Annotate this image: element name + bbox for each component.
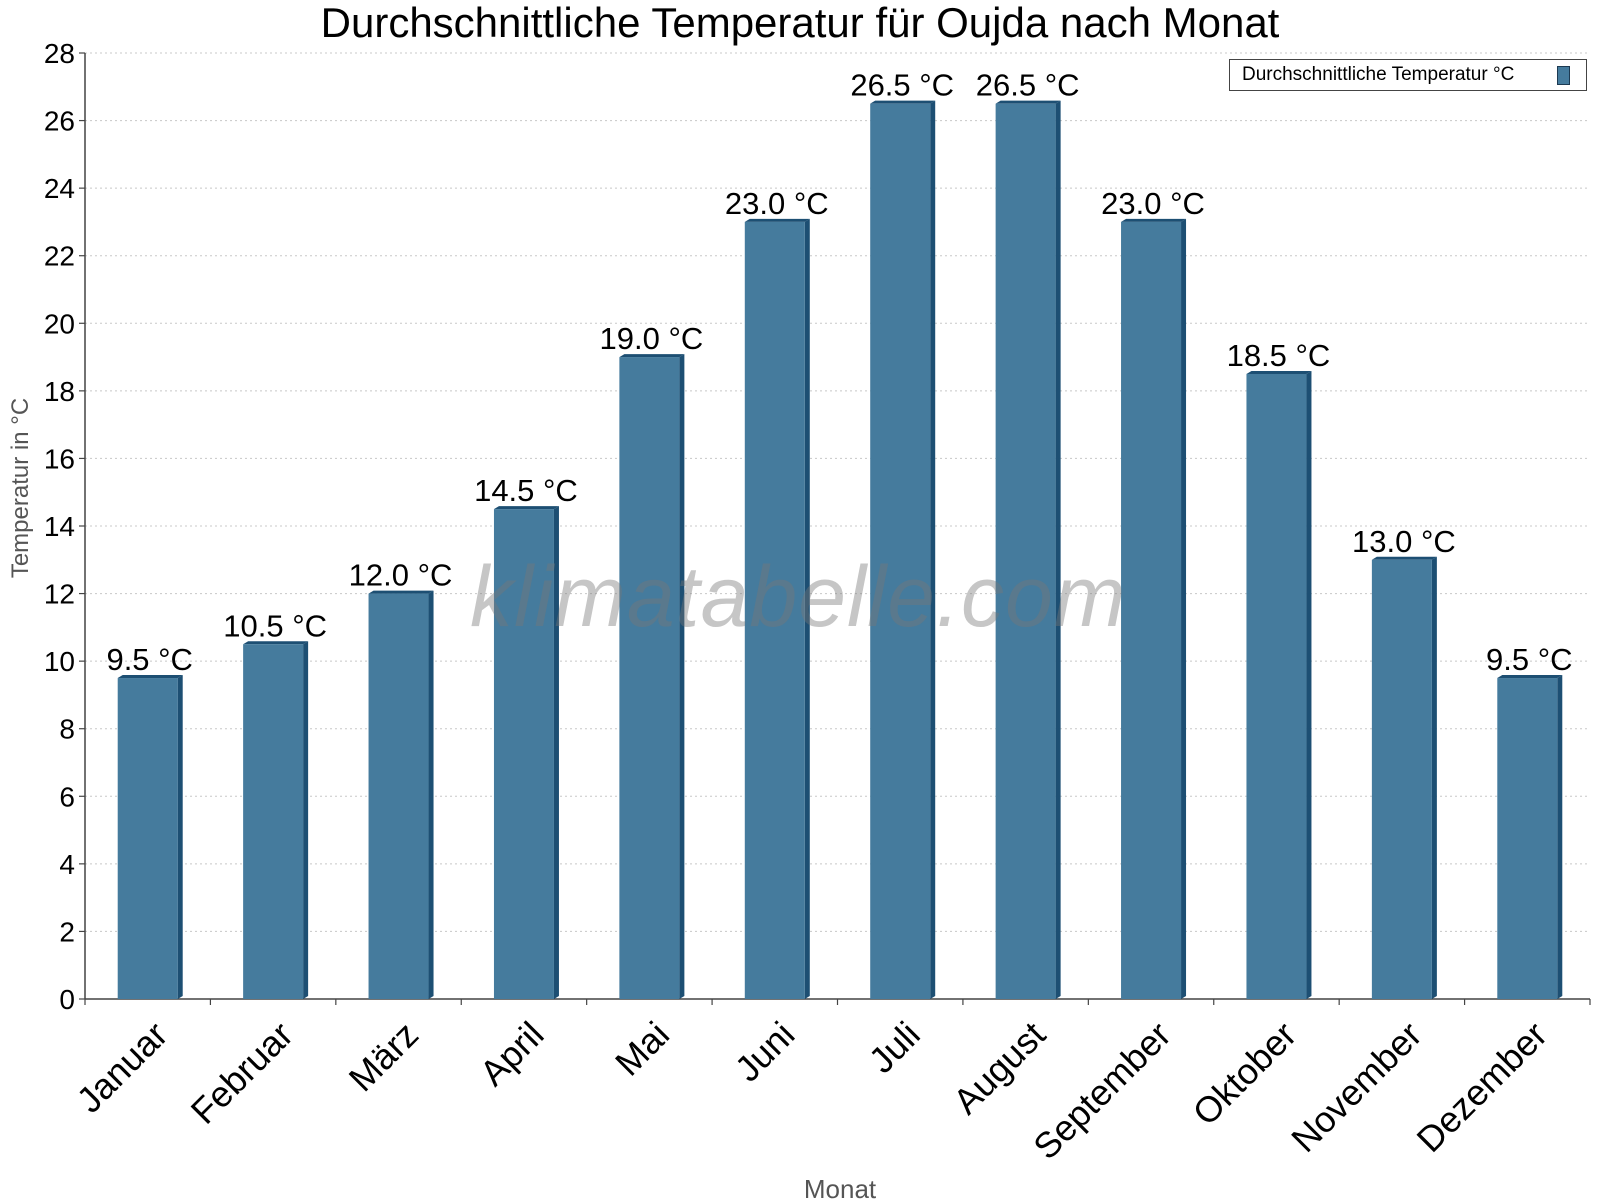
bar-top: [117, 675, 183, 679]
bar: [1497, 678, 1558, 999]
bar: [243, 644, 304, 999]
y-tick-label: 14: [44, 511, 75, 542]
y-tick-label: 6: [59, 781, 75, 812]
y-tick-label: 0: [59, 984, 75, 1015]
bar-top: [995, 100, 1061, 104]
y-tick-label: 20: [44, 308, 75, 339]
data-label: 26.5 °C: [976, 68, 1080, 103]
data-label: 23.0 °C: [1101, 186, 1205, 221]
x-tick-label: Oktober: [1185, 1014, 1305, 1134]
y-tick-label: 26: [44, 106, 75, 137]
data-label: 19.0 °C: [600, 321, 704, 356]
data-label: 9.5 °C: [106, 642, 193, 677]
x-tick-label: April: [472, 1014, 552, 1094]
bar: [1246, 373, 1307, 999]
bar-side: [428, 590, 434, 999]
x-tick-label: Juni: [727, 1014, 803, 1090]
bar-top: [870, 100, 936, 104]
legend-label: Durchschnittliche Temperatur °C: [1242, 64, 1515, 85]
y-tick-label: 4: [59, 849, 75, 880]
y-tick-label: 24: [44, 173, 75, 204]
bar-top: [493, 506, 559, 510]
bar: [619, 357, 680, 1000]
bar: [870, 103, 931, 999]
bar-side: [930, 100, 936, 999]
data-label: 18.5 °C: [1227, 338, 1331, 373]
x-tick-label: Dezember: [1409, 1014, 1555, 1160]
bar-side: [177, 675, 183, 999]
chart-title: Durchschnittliche Temperatur für Oujda n…: [320, 0, 1280, 46]
data-label: 26.5 °C: [850, 68, 954, 103]
x-tick-label: Mai: [607, 1014, 677, 1084]
bar-side: [1181, 218, 1187, 999]
bar-side: [1431, 556, 1437, 999]
bar-top: [243, 641, 309, 645]
data-label: 9.5 °C: [1486, 642, 1573, 677]
bar: [493, 509, 554, 999]
y-tick-label: 8: [59, 714, 75, 745]
x-tick-label: Januar: [69, 1014, 176, 1121]
legend-swatch: [1557, 66, 1570, 85]
bar-top: [368, 590, 434, 594]
x-tick-label: August: [945, 1014, 1053, 1122]
y-tick-label: 10: [44, 646, 75, 677]
bar-side: [1557, 675, 1563, 999]
bar-top: [1121, 218, 1187, 222]
bar-top: [744, 218, 810, 222]
data-label: 10.5 °C: [223, 608, 327, 643]
x-tick-label: November: [1283, 1014, 1429, 1160]
bar-side: [303, 641, 309, 999]
data-label: 14.5 °C: [474, 473, 578, 508]
watermark: klimatabelle.com: [470, 549, 1127, 645]
bar-side: [1055, 100, 1061, 999]
bar-side: [804, 218, 810, 999]
bar: [995, 103, 1056, 999]
x-tick-label: Juli: [861, 1014, 928, 1081]
data-label: 12.0 °C: [349, 558, 453, 593]
x-tick-label: September: [1025, 1014, 1179, 1168]
data-label: 23.0 °C: [725, 186, 829, 221]
bar-side: [1306, 370, 1312, 999]
y-tick-label: 12: [44, 579, 75, 610]
bar-top: [1246, 370, 1312, 374]
bar-side: [679, 354, 685, 1000]
y-tick-label: 2: [59, 916, 75, 947]
y-tick-label: 16: [44, 443, 75, 474]
x-tick-label: Februar: [183, 1014, 301, 1132]
bar-top: [1497, 675, 1563, 679]
bar-top: [1371, 556, 1437, 560]
x-tick-label: März: [341, 1014, 427, 1100]
bar-top: [619, 354, 685, 358]
bar: [744, 221, 805, 999]
y-tick-label: 28: [44, 38, 75, 69]
bar: [1121, 221, 1182, 999]
legend: Durchschnittliche Temperatur °C: [1229, 59, 1587, 91]
bar: [368, 593, 429, 999]
bar: [1371, 559, 1432, 999]
data-label: 13.0 °C: [1352, 524, 1456, 559]
bar: [117, 678, 178, 999]
y-tick-label: 22: [44, 241, 75, 272]
x-axis-label: Monat: [803, 1174, 877, 1204]
y-tick-label: 18: [44, 376, 75, 407]
bar-side: [553, 506, 559, 999]
